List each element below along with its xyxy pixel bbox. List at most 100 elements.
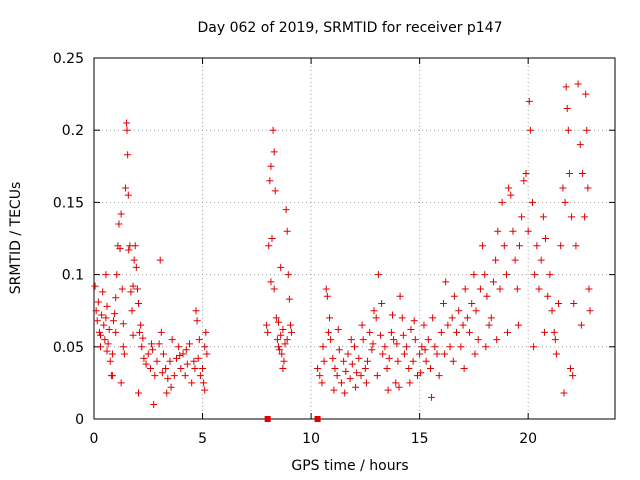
data-point	[449, 357, 457, 365]
data-point	[115, 220, 123, 228]
data-point	[277, 263, 285, 271]
data-point	[562, 83, 570, 91]
y-tick-label: 0	[75, 412, 84, 428]
data-point	[94, 298, 102, 306]
data-point	[327, 336, 335, 344]
data-point	[377, 331, 385, 339]
data-point	[359, 336, 367, 344]
data-point	[120, 350, 128, 358]
data-point	[531, 271, 539, 279]
data-point	[457, 343, 465, 351]
data-point	[487, 314, 495, 322]
data-point	[513, 285, 521, 293]
data-point	[279, 364, 287, 372]
data-point	[127, 288, 135, 296]
data-point	[136, 328, 144, 336]
data-point	[552, 350, 560, 358]
data-point	[351, 343, 358, 351]
data-point	[316, 372, 324, 380]
data-point	[194, 354, 202, 362]
data-point	[281, 340, 289, 348]
data-point	[520, 177, 528, 185]
data-point	[322, 285, 330, 293]
data-point	[387, 328, 395, 336]
gap-marker	[264, 416, 271, 422]
data-point	[106, 357, 114, 365]
data-point	[584, 184, 592, 192]
data-point	[418, 343, 426, 351]
data-point	[175, 343, 183, 351]
data-point	[542, 235, 550, 242]
data-point	[385, 354, 393, 362]
data-point	[108, 372, 116, 380]
data-point	[471, 350, 479, 358]
data-point	[392, 379, 400, 387]
data-point	[417, 369, 425, 377]
data-point	[361, 364, 369, 372]
data-point	[135, 299, 143, 307]
data-point	[202, 328, 210, 336]
data-point	[186, 340, 194, 348]
data-point	[535, 285, 543, 293]
data-point	[355, 354, 363, 362]
data-point	[125, 246, 133, 254]
data-point	[324, 328, 332, 336]
data-point	[201, 386, 209, 394]
y-tick-label: 0.05	[53, 340, 84, 356]
data-point	[140, 354, 148, 362]
data-point	[190, 357, 198, 365]
data-point	[564, 126, 572, 134]
data-point	[509, 227, 517, 235]
data-point	[142, 360, 150, 368]
data-point	[200, 379, 208, 387]
data-point	[364, 357, 372, 365]
data-point	[91, 282, 99, 290]
data-point	[132, 263, 140, 271]
data-point	[337, 379, 345, 387]
data-point	[124, 151, 132, 159]
data-point	[481, 271, 489, 279]
data-point	[399, 331, 407, 339]
data-point	[267, 278, 275, 286]
data-point	[92, 307, 100, 315]
data-point	[437, 328, 445, 336]
data-point	[539, 213, 547, 221]
data-point	[283, 227, 291, 235]
data-point	[500, 242, 508, 250]
data-point	[459, 321, 467, 329]
data-point	[373, 372, 381, 380]
data-point	[455, 307, 463, 315]
data-point	[574, 80, 582, 88]
data-point	[275, 318, 283, 326]
data-point	[123, 119, 131, 127]
data-point	[285, 295, 293, 303]
data-point	[179, 350, 187, 358]
data-point	[463, 314, 471, 322]
data-point	[276, 346, 284, 354]
data-point	[533, 242, 541, 250]
data-point	[103, 302, 111, 310]
data-point	[426, 364, 434, 372]
data-point	[505, 184, 513, 192]
y-tick-label: 0.25	[53, 51, 84, 67]
data-point	[390, 336, 398, 344]
data-point	[406, 379, 414, 387]
data-point	[530, 343, 538, 351]
data-point	[108, 350, 116, 358]
data-point	[158, 369, 166, 377]
data-point	[518, 213, 526, 221]
data-point	[193, 317, 201, 325]
data-point	[139, 334, 147, 342]
data-point	[111, 310, 119, 318]
data-point	[341, 389, 349, 397]
data-point	[264, 328, 272, 336]
x-axis-label: GPS time / hours	[291, 458, 408, 474]
y-tick-label: 0.2	[62, 123, 84, 139]
data-point	[117, 210, 125, 218]
data-point	[368, 346, 376, 354]
data-point	[284, 271, 292, 279]
data-point	[170, 372, 178, 380]
data-point	[144, 350, 152, 358]
data-point	[267, 162, 275, 170]
